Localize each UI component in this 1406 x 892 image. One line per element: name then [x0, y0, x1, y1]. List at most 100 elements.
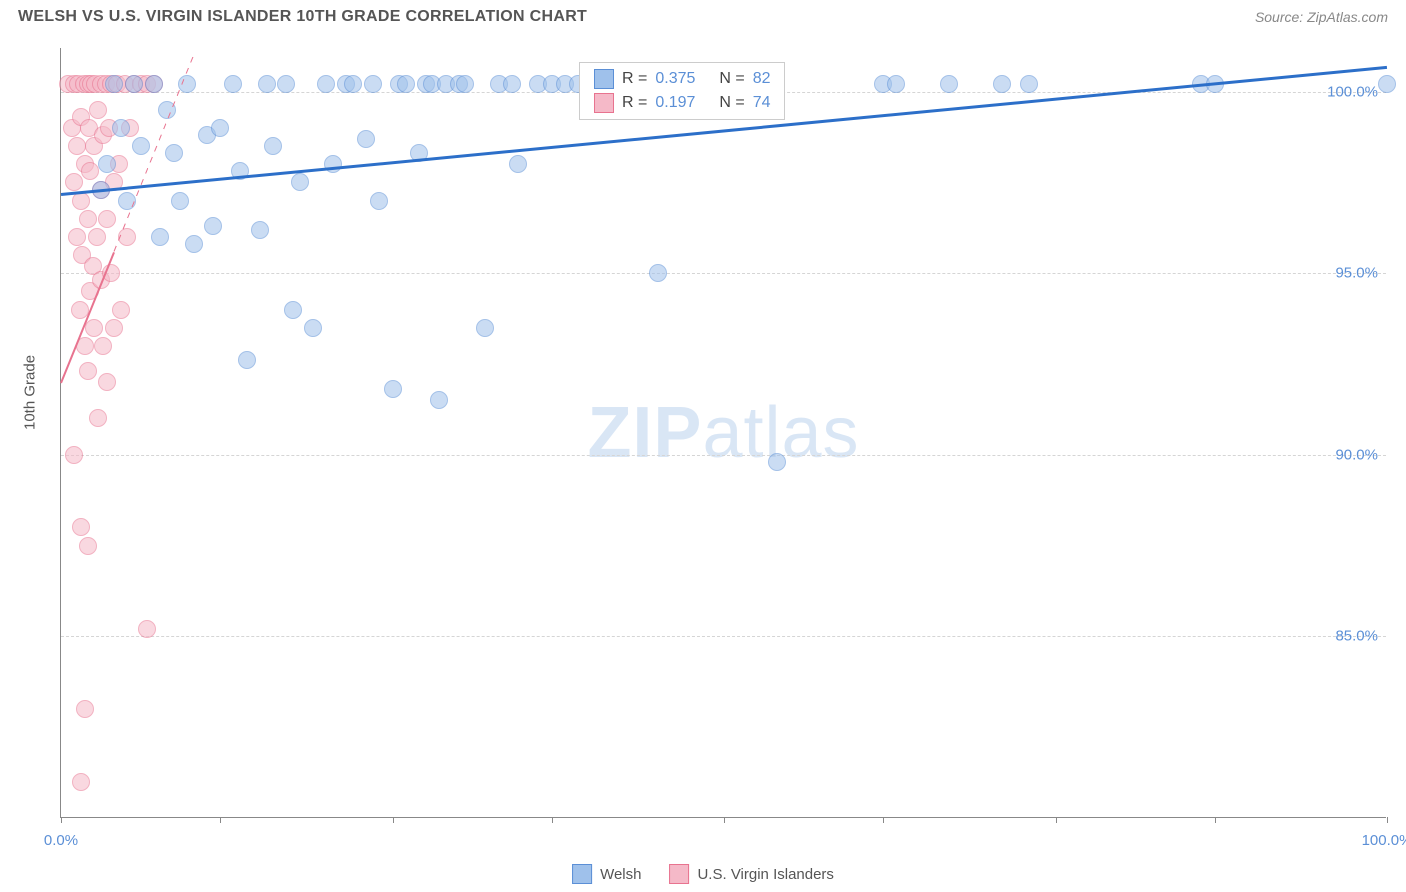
scatter-point	[993, 75, 1011, 93]
scatter-point	[85, 319, 103, 337]
scatter-point	[768, 453, 786, 471]
legend-label-welsh: Welsh	[600, 866, 641, 883]
legend-n-value: 74	[753, 94, 771, 112]
scatter-point	[211, 119, 229, 137]
legend-n-label: N =	[719, 94, 744, 112]
scatter-point	[125, 75, 143, 93]
scatter-point	[94, 337, 112, 355]
legend-swatch-welsh	[572, 864, 592, 884]
scatter-point	[284, 301, 302, 319]
scatter-point	[317, 75, 335, 93]
xtick-label: 0.0%	[44, 832, 78, 849]
xtick-label: 100.0%	[1362, 832, 1406, 849]
scatter-point	[238, 351, 256, 369]
gridline	[61, 455, 1386, 456]
scatter-point	[72, 192, 90, 210]
scatter-point	[509, 155, 527, 173]
legend-swatch-usvi	[669, 864, 689, 884]
scatter-point	[1020, 75, 1038, 93]
scatter-point	[264, 137, 282, 155]
scatter-point	[112, 301, 130, 319]
scatter-point	[81, 162, 99, 180]
scatter-point	[357, 130, 375, 148]
xtick	[724, 817, 725, 823]
scatter-point	[112, 119, 130, 137]
scatter-point	[503, 75, 521, 93]
scatter-point	[430, 391, 448, 409]
scatter-point	[79, 210, 97, 228]
scatter-point	[151, 228, 169, 246]
scatter-point	[89, 101, 107, 119]
source-label: Source: ZipAtlas.com	[1255, 9, 1388, 25]
scatter-point	[291, 173, 309, 191]
y-axis-label: 10th Grade	[22, 355, 39, 430]
scatter-point	[89, 409, 107, 427]
gridline	[61, 636, 1386, 637]
scatter-point	[370, 192, 388, 210]
scatter-point	[476, 319, 494, 337]
scatter-point	[258, 75, 276, 93]
ytick-label: 85.0%	[1335, 628, 1378, 645]
scatter-point	[68, 137, 86, 155]
scatter-point	[649, 264, 667, 282]
scatter-point	[79, 537, 97, 555]
scatter-point	[364, 75, 382, 93]
scatter-point	[165, 144, 183, 162]
scatter-point	[72, 773, 90, 791]
xtick	[1215, 817, 1216, 823]
scatter-point	[132, 137, 150, 155]
scatter-point	[105, 75, 123, 93]
legend-n-value: 82	[753, 70, 771, 88]
legend-item-welsh: Welsh	[572, 864, 641, 884]
watermark-bold: ZIP	[587, 393, 702, 473]
ytick-label: 95.0%	[1335, 265, 1378, 282]
legend-item-usvi: U.S. Virgin Islanders	[669, 864, 833, 884]
legend-r-value: 0.197	[655, 94, 711, 112]
scatter-point	[98, 155, 116, 173]
chart-plot-area: ZIPatlas 85.0%90.0%95.0%100.0%0.0%100.0%…	[60, 48, 1386, 818]
scatter-point	[65, 446, 83, 464]
scatter-point	[68, 228, 86, 246]
correlation-legend: R = 0.375 N = 82 R = 0.197 N = 74	[579, 62, 785, 120]
legend-row: R =0.375N =82	[594, 69, 770, 89]
scatter-point	[138, 620, 156, 638]
xtick	[883, 817, 884, 823]
watermark: ZIPatlas	[587, 392, 859, 474]
legend-r-value: 0.375	[655, 70, 711, 88]
scatter-point	[98, 210, 116, 228]
xtick	[1056, 817, 1057, 823]
legend-swatch	[594, 69, 614, 89]
scatter-point	[98, 373, 116, 391]
scatter-point	[171, 192, 189, 210]
scatter-point	[185, 235, 203, 253]
chart-title: WELSH VS U.S. VIRGIN ISLANDER 10TH GRADE…	[18, 8, 587, 26]
xtick	[61, 817, 62, 823]
xtick	[393, 817, 394, 823]
scatter-point	[72, 518, 90, 536]
gridline	[61, 273, 1386, 274]
legend-r-label: R =	[622, 94, 647, 112]
ytick-label: 90.0%	[1335, 446, 1378, 463]
scatter-point	[204, 217, 222, 235]
scatter-point	[79, 362, 97, 380]
scatter-point	[145, 75, 163, 93]
scatter-point	[384, 380, 402, 398]
scatter-point	[887, 75, 905, 93]
scatter-point	[324, 155, 342, 173]
scatter-point	[251, 221, 269, 239]
scatter-point	[304, 319, 322, 337]
scatter-point	[940, 75, 958, 93]
scatter-point	[397, 75, 415, 93]
scatter-point	[344, 75, 362, 93]
ytick-label: 100.0%	[1327, 83, 1378, 100]
scatter-point	[65, 173, 83, 191]
scatter-point	[277, 75, 295, 93]
scatter-point	[1378, 75, 1396, 93]
legend-row: R = 0.197 N = 74	[594, 93, 770, 113]
bottom-legend: Welsh U.S. Virgin Islanders	[572, 864, 834, 884]
xtick	[1387, 817, 1388, 823]
xtick	[552, 817, 553, 823]
legend-r-label: R =	[622, 70, 647, 88]
scatter-point	[88, 228, 106, 246]
legend-swatch	[594, 93, 614, 113]
